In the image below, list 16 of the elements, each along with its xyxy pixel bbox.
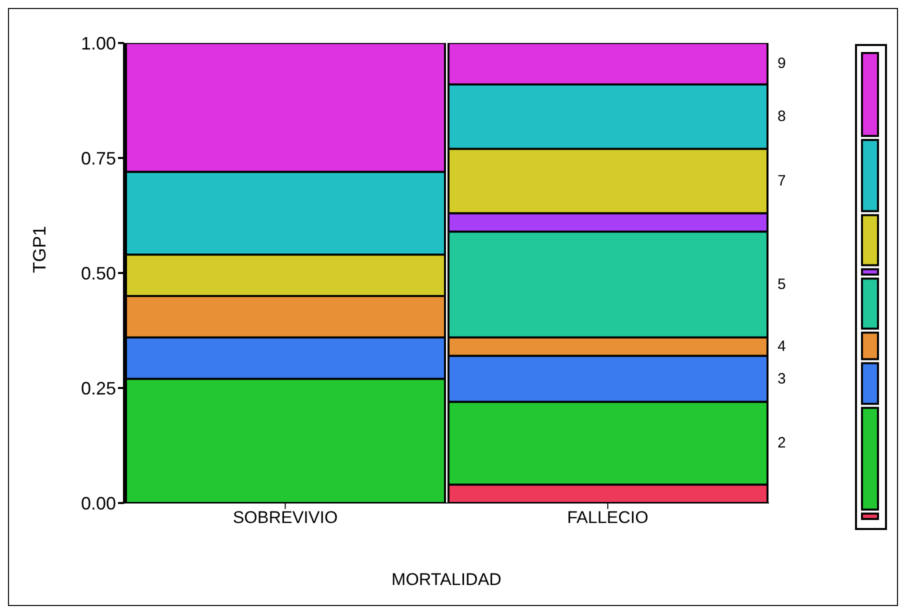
series-label: 5 <box>778 276 786 293</box>
series-label: 8 <box>778 108 786 126</box>
series-label: 2 <box>778 434 786 452</box>
y-tick-label: 1.00 <box>80 33 116 54</box>
series-label: 3 <box>778 370 786 388</box>
series-label: 9 <box>778 55 786 72</box>
y-tick-label: 0.75 <box>80 148 116 168</box>
series-label: 7 <box>778 172 786 190</box>
y-tick-label: 0.50 <box>80 263 116 284</box>
y-tick-label: 0.25 <box>80 378 116 398</box>
y-tick-label: 0.00 <box>80 493 116 514</box>
series-label: 4 <box>778 338 786 356</box>
x-tick-label: FALLECIO <box>567 508 648 528</box>
y-axis-title: TGP1 <box>29 226 50 273</box>
x-axis-title: MORTALIDAD <box>392 570 502 589</box>
x-tick-label: SOBREVIVIO <box>232 508 338 528</box>
